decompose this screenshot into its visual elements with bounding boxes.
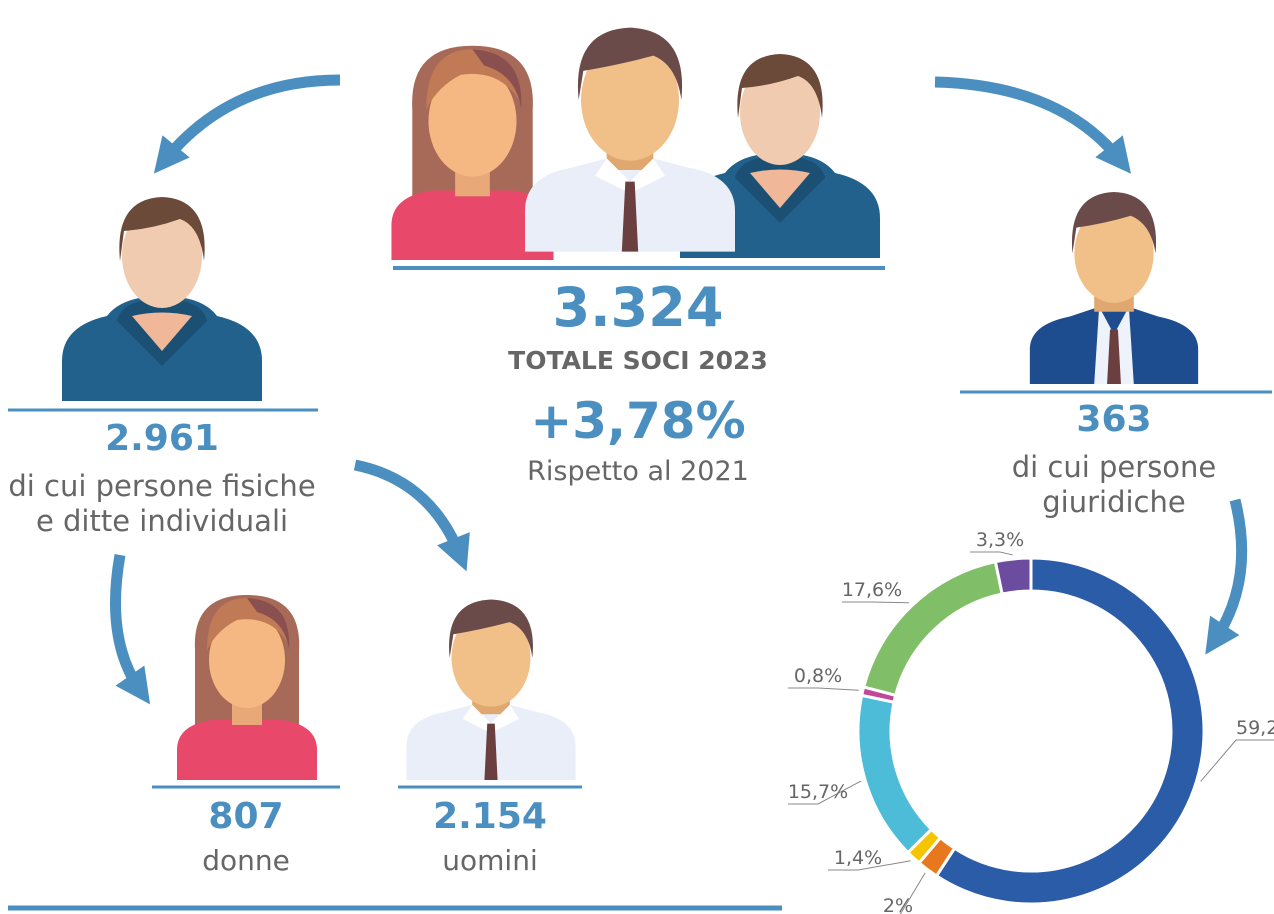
person-icon	[177, 595, 317, 780]
value-label: 0,8%	[794, 665, 842, 687]
fisiche-value: 2.961	[105, 418, 219, 459]
leader-line	[842, 602, 909, 603]
arrow	[355, 465, 460, 555]
giuridiche-value: 363	[1076, 399, 1151, 440]
value-label: 3,3%	[976, 529, 1024, 551]
donut-slice	[858, 695, 931, 852]
person-icon	[62, 197, 262, 401]
infographic: 3.324 TOTALE SOCI 2023 +3,78% Rispetto a…	[0, 0, 1274, 914]
change-value: +3,78%	[530, 392, 745, 450]
arrow	[116, 555, 141, 690]
person-icon	[525, 28, 735, 252]
donut-slice	[995, 558, 1031, 594]
donut-slice	[936, 558, 1204, 904]
total-label: TOTALE SOCI 2023	[508, 346, 768, 375]
change-label: Rispetto al 2021	[527, 456, 749, 487]
value-label: 2%	[883, 895, 913, 914]
donne-label: donne	[202, 844, 290, 877]
leader-line	[970, 552, 1013, 555]
person-icon	[406, 600, 575, 780]
giuridiche-label: di cui persone	[1012, 450, 1217, 484]
uomini-value: 2.154	[433, 796, 547, 837]
donne-value: 807	[208, 796, 283, 837]
arrow	[935, 82, 1120, 160]
value-label: 1,4%	[834, 847, 882, 869]
leader-line	[1201, 740, 1274, 781]
value-label: 15,7%	[788, 781, 848, 803]
giuridiche-label: giuridiche	[1042, 485, 1185, 519]
person-icon	[1030, 192, 1198, 384]
value-label: 59,2%	[1236, 717, 1274, 739]
fisiche-label: e ditte individuali	[36, 504, 288, 538]
arrow	[1215, 500, 1242, 640]
arrow	[165, 80, 340, 160]
fisiche-label: di cui persone fisiche	[8, 469, 315, 503]
total-value: 3.324	[553, 276, 724, 339]
value-label: 17,6%	[842, 579, 902, 601]
leader-line	[788, 688, 859, 690]
uomini-label: uomini	[442, 844, 537, 877]
